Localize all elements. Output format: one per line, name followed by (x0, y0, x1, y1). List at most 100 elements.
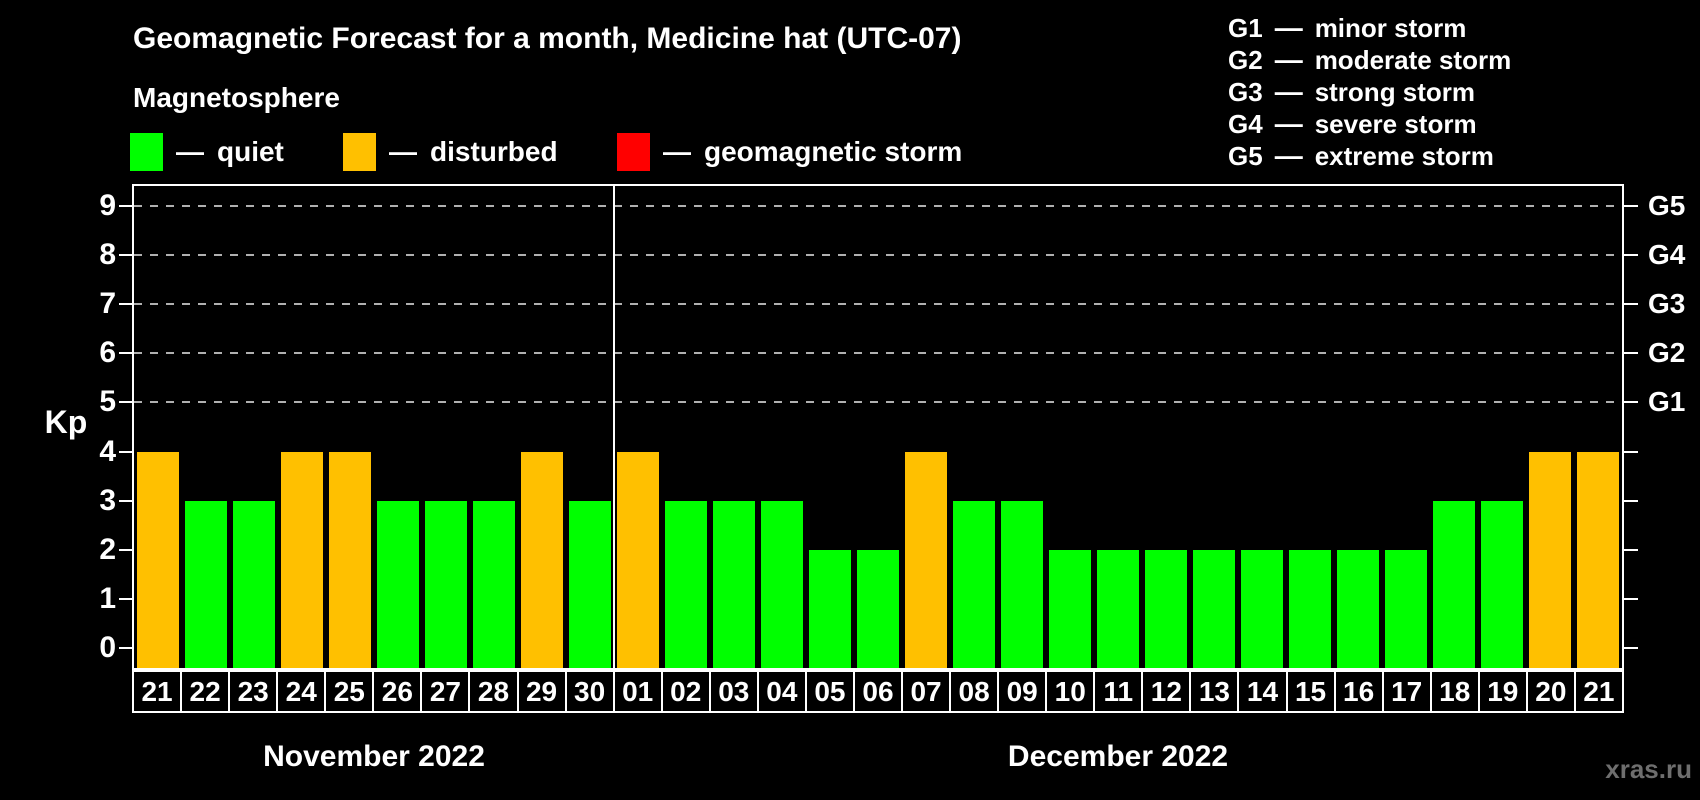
legend-dash: — (663, 136, 691, 167)
date-label-24: 24 (276, 672, 325, 711)
gridline-kp5 (134, 401, 1622, 404)
gridline-kp6 (134, 352, 1622, 355)
kp-bar-05 (809, 549, 851, 668)
right-axis-tick (1624, 303, 1638, 306)
storm-scale-label: moderate storm (1314, 45, 1512, 75)
kp-bar-11 (1097, 549, 1139, 668)
legend-dash: — (389, 136, 417, 167)
right-axis-label-g4: G4 (1648, 238, 1686, 270)
date-label-25: 25 (324, 672, 373, 711)
kp-bar-27 (425, 500, 467, 668)
y-tick-label: 2 (99, 532, 116, 566)
kp-bar-01 (617, 451, 659, 668)
y-tick-label: 4 (99, 434, 116, 468)
date-label-12: 12 (1141, 672, 1190, 711)
right-axis-label-g3: G3 (1648, 288, 1686, 320)
right-axis-label-g2: G2 (1648, 337, 1686, 369)
date-label-08: 08 (949, 672, 998, 711)
date-axis-band: 21 22 23 24 25 26 27 28 29 30 01 02 03 04 05 06 07 08 09 10… (132, 670, 1624, 713)
kp-bar-29 (521, 451, 563, 668)
right-axis-tick (1624, 598, 1638, 601)
right-axis-tick (1624, 450, 1638, 453)
right-axis-tick (1624, 253, 1638, 256)
y-axis-title: Kp (44, 404, 88, 440)
kp-bar-25 (329, 451, 371, 668)
kp-bar-06 (857, 549, 899, 668)
kp-bar-15 (1289, 549, 1331, 668)
right-axis-tick (1624, 548, 1638, 551)
legend-label-disturbed: disturbed (430, 136, 558, 167)
date-label-17: 17 (1381, 672, 1430, 711)
y-tick-label: 8 (99, 237, 116, 271)
month-separator (613, 186, 615, 668)
right-axis-tick (1624, 352, 1638, 355)
legend-item-quiet: — quiet (130, 132, 284, 172)
storm-scale-row-g5: G5 — extreme storm (1228, 140, 1511, 172)
disturbed-swatch-icon (343, 133, 376, 171)
kp-bar-26 (377, 500, 419, 668)
y-axis-tick (119, 499, 132, 502)
kp-bar-13 (1193, 549, 1235, 668)
y-axis-tick (119, 253, 132, 256)
date-label-21: 21 (1573, 672, 1622, 711)
kp-bar-24 (281, 451, 323, 668)
month-label-0: November 2022 (263, 740, 485, 773)
y-axis-tick (119, 352, 132, 355)
kp-bar-18 (1433, 500, 1475, 668)
gridline-kp7 (134, 303, 1622, 306)
y-axis-tick (119, 303, 132, 306)
date-label-06: 06 (852, 672, 901, 711)
date-label-09: 09 (997, 672, 1046, 711)
kp-bar-16 (1337, 549, 1379, 668)
y-tick-label: 3 (99, 483, 116, 517)
storm-scale-label: minor storm (1314, 13, 1467, 43)
right-axis-tick (1624, 647, 1638, 650)
date-label-27: 27 (420, 672, 469, 711)
kp-bar-02 (665, 500, 707, 668)
date-label-21: 21 (134, 672, 181, 711)
date-label-07: 07 (901, 672, 950, 711)
legend-label-storm: geomagnetic storm (704, 136, 963, 167)
watermark: xras.ru (1605, 754, 1692, 784)
plot-area (132, 184, 1624, 670)
y-axis-tick (119, 204, 132, 207)
date-label-16: 16 (1333, 672, 1382, 711)
right-axis-tick (1624, 204, 1638, 207)
date-label-13: 13 (1189, 672, 1238, 711)
right-axis-label-g1: G1 (1648, 386, 1686, 418)
y-tick-label: 0 (99, 631, 116, 665)
date-label-20: 20 (1525, 672, 1574, 711)
storm-scale-row-g2: G2 — moderate storm (1228, 44, 1511, 76)
kp-bar-23 (233, 500, 275, 668)
page-title: Geomagnetic Forecast for a month, Medici… (133, 22, 962, 55)
storm-scale-code: G2 (1228, 45, 1263, 75)
right-axis-tick (1624, 499, 1638, 502)
legend-label-quiet: quiet (217, 136, 284, 167)
storm-scale-row-g1: G1 — minor storm (1228, 12, 1511, 44)
y-axis-tick (119, 647, 132, 650)
kp-bar-10 (1049, 549, 1091, 668)
date-label-04: 04 (756, 672, 805, 711)
gridline-kp9 (134, 204, 1622, 207)
gridline-kp8 (134, 253, 1622, 256)
month-label-1: December 2022 (1007, 740, 1229, 773)
y-axis-tick (119, 598, 132, 601)
kp-bar-30 (569, 500, 611, 668)
storm-scale-label: strong storm (1314, 77, 1476, 107)
kp-bar-09 (1001, 500, 1043, 668)
legend-dash: — (176, 136, 204, 167)
date-label-18: 18 (1429, 672, 1478, 711)
y-axis-tick (119, 401, 132, 404)
date-label-28: 28 (468, 672, 517, 711)
y-axis-tick (119, 450, 132, 453)
magnetosphere-subtitle: Magnetosphere (133, 82, 340, 113)
date-label-23: 23 (228, 672, 277, 711)
y-tick-label: 5 (99, 385, 116, 419)
storm-scale-code: G3 (1228, 77, 1263, 107)
storm-scale-label: severe storm (1314, 109, 1477, 139)
y-tick-label: 1 (99, 582, 116, 616)
kp-bar-04 (761, 500, 803, 668)
kp-bar-08 (953, 500, 995, 668)
date-label-10: 10 (1045, 672, 1094, 711)
storm-scale-label: extreme storm (1314, 141, 1494, 171)
